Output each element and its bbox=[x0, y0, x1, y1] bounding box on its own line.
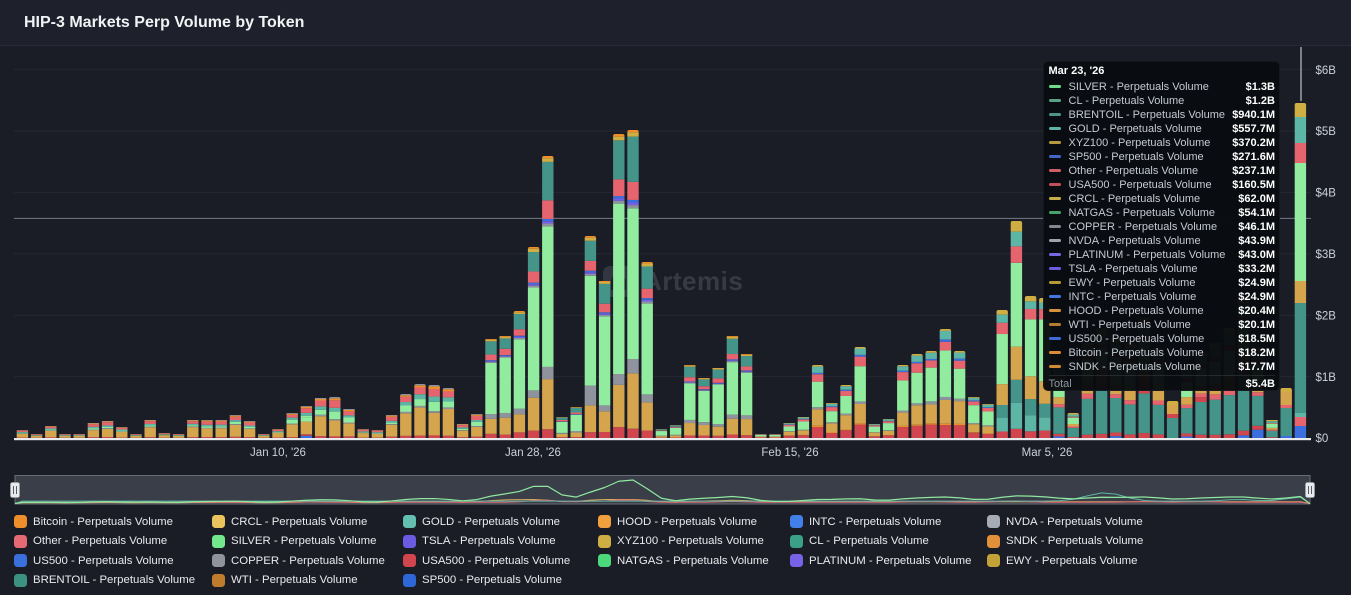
svg-text:$1B: $1B bbox=[1316, 372, 1337, 384]
svg-text:Jan 28, '26: Jan 28, '26 bbox=[505, 447, 561, 459]
svg-text:$0: $0 bbox=[1316, 433, 1329, 445]
svg-text:Feb 15, '26: Feb 15, '26 bbox=[761, 447, 818, 459]
svg-text:$6B: $6B bbox=[1316, 65, 1337, 77]
svg-text:$4B: $4B bbox=[1316, 188, 1337, 200]
svg-text:Jan 10, '26: Jan 10, '26 bbox=[250, 447, 306, 459]
svg-text:$3B: $3B bbox=[1316, 249, 1337, 261]
svg-text:$2B: $2B bbox=[1316, 310, 1337, 322]
svg-text:Mar 5, '26: Mar 5, '26 bbox=[1022, 447, 1073, 459]
svg-text:$5B: $5B bbox=[1316, 126, 1337, 138]
